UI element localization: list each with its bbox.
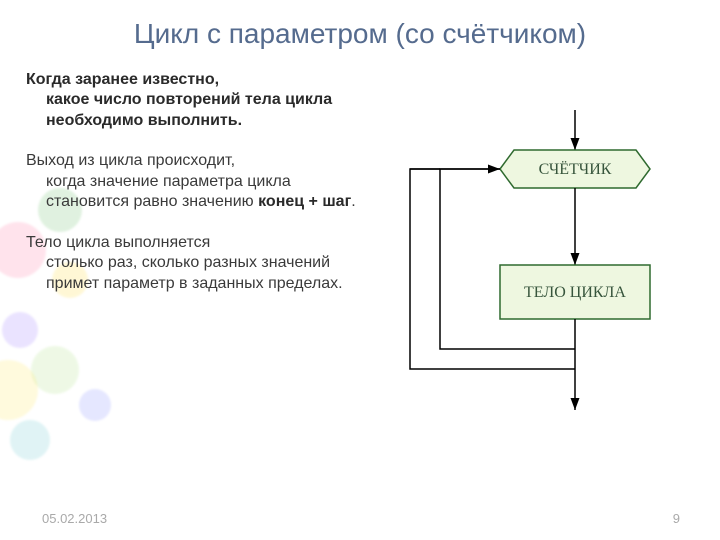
para3-lead: Тело цикла выполняется [26, 234, 210, 251]
svg-text:СЧЁТЧИК: СЧЁТЧИК [539, 160, 612, 178]
text-column: Когда заранее известно, какое число повт… [26, 70, 361, 314]
para2-lead: Выход из цикла происходит, [26, 152, 235, 169]
paragraph-1: Когда заранее известно, какое число повт… [26, 70, 361, 131]
para1-lead: Когда заранее известно, [26, 71, 219, 88]
para2-tail: . [351, 193, 355, 210]
paragraph-2: Выход из цикла происходит, когда значени… [26, 151, 361, 212]
footer-date: 05.02.2013 [42, 511, 107, 526]
flowchart-diagram: СЧЁТЧИК ТЕЛО ЦИКЛА [380, 100, 690, 420]
page-title: Цикл с параметром (со счётчиком) [0, 18, 720, 50]
para2-rest: когда значение параметра цикла становитс… [46, 173, 291, 210]
svg-text:ТЕЛО ЦИКЛА: ТЕЛО ЦИКЛА [524, 284, 626, 301]
para1-rest: какое число повторений тела цикла необхо… [46, 91, 332, 128]
para2-bold: конец + шаг [258, 193, 351, 210]
para3-rest: столько раз, сколько разных значений при… [46, 254, 343, 291]
paragraph-3: Тело цикла выполняется столько раз, скол… [26, 233, 361, 294]
footer-page: 9 [673, 511, 680, 526]
